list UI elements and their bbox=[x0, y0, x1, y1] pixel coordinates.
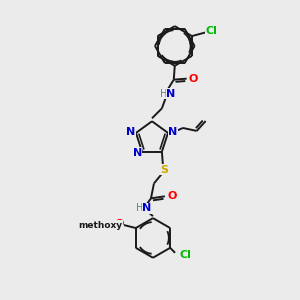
Text: N: N bbox=[142, 203, 152, 213]
Text: O: O bbox=[167, 191, 176, 201]
Text: N: N bbox=[126, 127, 136, 137]
Text: methoxy: methoxy bbox=[78, 220, 122, 230]
Text: O: O bbox=[114, 219, 124, 229]
Text: H: H bbox=[136, 203, 144, 213]
Text: Cl: Cl bbox=[179, 250, 191, 260]
Text: N: N bbox=[133, 148, 142, 158]
Text: N: N bbox=[166, 88, 176, 98]
Text: H: H bbox=[160, 88, 168, 98]
Text: S: S bbox=[160, 165, 168, 175]
Text: N: N bbox=[168, 127, 178, 137]
Text: O: O bbox=[189, 74, 198, 84]
Text: Cl: Cl bbox=[206, 26, 218, 36]
